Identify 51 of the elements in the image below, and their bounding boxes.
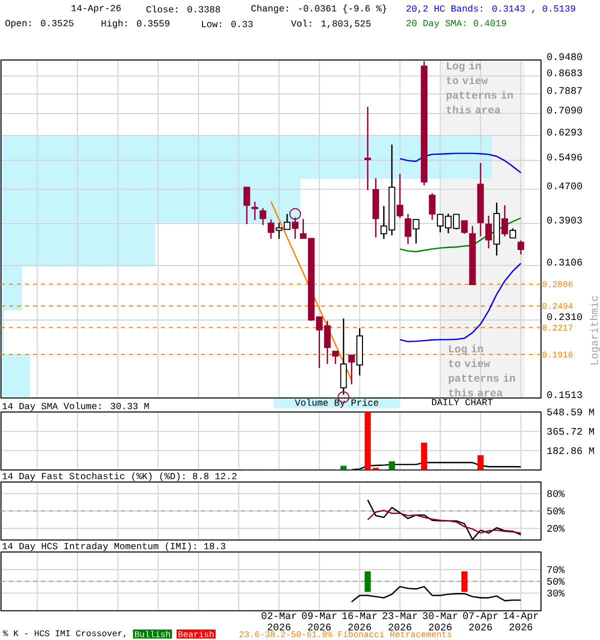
x-tick-label: 23-Mar 2026 [382,612,418,630]
y-tick-label: 20% [547,525,565,532]
y-tick-label: 0.7090 [547,106,582,114]
text: Bearish [178,630,214,638]
y-axis-title: Logarithmic [590,296,600,364]
x-tick-label: 14-Apr 2026 [504,612,538,630]
legend-title: % K - HCS IMI Crossover, [2,630,126,638]
y-tick-label: 0.6293 [547,128,582,136]
ref-line-label: 0.1916 [542,352,573,358]
y-tick-label: 0.3106 [547,258,582,266]
y-tick-label: 0.8683 [547,69,582,76]
y-tick-label: 80% [547,490,565,497]
y-tick-label: 50% [547,508,565,514]
y-tick-label: 70% [547,566,565,574]
text: Change: -0.0361 {-9.6 %} [251,4,386,14]
x-tick-label: 02-Mar 2026 [262,612,296,630]
text: Close: 0.3388 [146,6,220,12]
y-tick-label: 0.1513 [547,391,582,398]
x-tick-label: 16-Mar 2026 [342,612,377,630]
ref-line-label: 0.2494 [542,303,573,309]
text: 14-Apr-26 [72,4,121,14]
x-tick-label: 30-Mar 2026 [422,612,458,630]
y-tick-label: 182.86 M [547,447,594,454]
text: DAILY CHART [432,398,493,406]
annotation: Log in to view patterns in this area [448,344,515,396]
chart-title: 14 Day HCS Intraday Momentum (IMI): 18.3 [2,542,226,552]
text: 23.6-38.2-50-61.8% Fibonacci Retracements [240,630,452,638]
y-tick-label: 0.4700 [547,182,582,190]
text: Open: 0.3525 [5,20,74,28]
text: Low: 0.33 [202,20,253,28]
y-tick-label: 365.72 M [547,428,594,435]
y-tick-label: 0.5496 [547,154,582,160]
y-tick-label: 0.3903 [547,216,582,224]
ref-line-label: 0.2217 [542,324,572,331]
y-tick-label: 548.59 M [547,408,594,416]
y-tick-label: 0.9480 [547,53,582,60]
y-tick-label: 0.2310 [547,313,582,320]
text: Vol: 1,803,525 [290,20,371,28]
x-tick-label: 07-Apr 2026 [463,612,498,630]
text: Bullish [134,630,170,638]
y-tick-label: 50% [547,578,565,585]
ref-line-label: 0.2806 [542,281,573,288]
x-tick-label: 09-Mar 2026 [302,612,336,630]
chart-title: 14 Day Fast Stochastic (%K) (%D): 8.8 12.2 [2,472,236,482]
band-label: Log in to view patterns in this area [446,62,513,114]
y-tick-label: 0.7887 [547,87,582,94]
text: 20,2 HC Bands: 0.3143 , 0.5139 [406,4,576,14]
chart-title: 14 Day SMA Volume: 30.33 M [2,402,149,412]
text: High: 0.3559 [102,20,170,28]
y-tick-label: 30% [547,590,565,596]
text: 20 Day SMA: 0.4019 [406,20,506,28]
